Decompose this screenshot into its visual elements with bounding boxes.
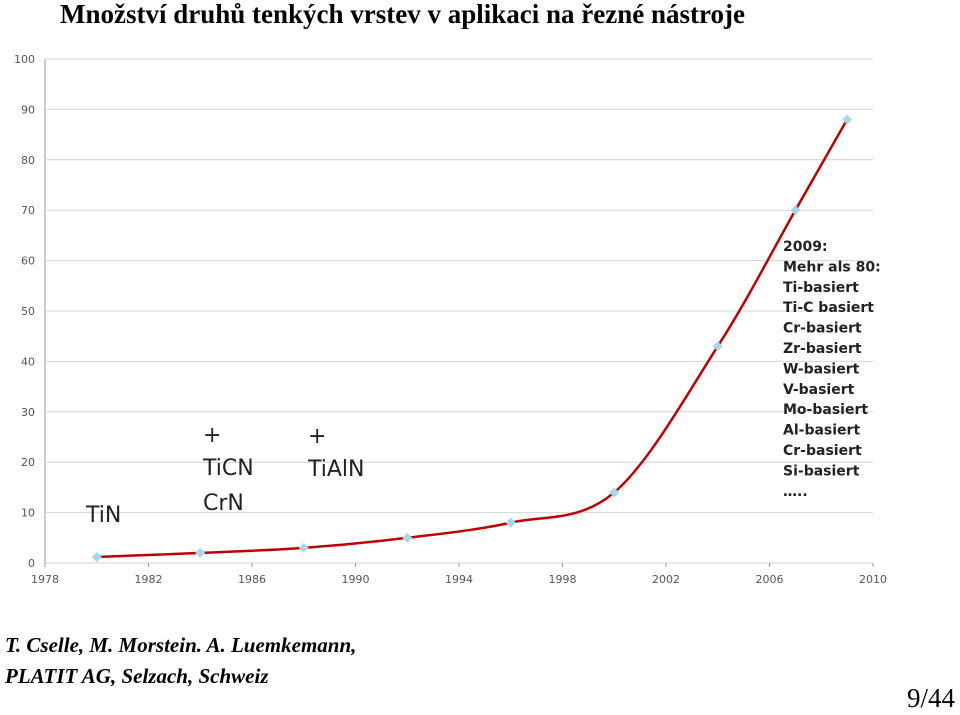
note-line: Cr-basiert (783, 443, 862, 459)
x-tick-label: 1978 (31, 573, 59, 586)
annotation: + (308, 424, 326, 449)
y-tick-label: 90 (21, 103, 35, 116)
annotation: CrN (203, 491, 244, 516)
chart-title: Množství druhů tenkých vrstev v aplikaci… (60, 0, 745, 29)
x-tick-label: 1986 (238, 573, 266, 586)
x-tick-label: 1994 (445, 573, 473, 586)
y-tick-label: 30 (21, 406, 35, 419)
annotation: TiCN (202, 456, 254, 481)
annotation: + (203, 423, 221, 448)
x-tick-label: 1990 (342, 573, 370, 586)
x-tick-label: 2002 (652, 573, 680, 586)
annotation: TiAlN (307, 457, 365, 482)
y-tick-label: 40 (21, 355, 35, 368)
marker (842, 114, 853, 125)
x-tick-label: 1998 (549, 573, 577, 586)
marker (505, 517, 516, 528)
note-line: Cr-basiert (783, 321, 862, 337)
note-line: Mehr als 80: (783, 259, 881, 275)
note-line: Ti-basiert (783, 280, 859, 296)
y-tick-label: 10 (21, 507, 35, 520)
x-tick-label: 2006 (756, 573, 784, 586)
series-line (96, 118, 849, 559)
marker (195, 547, 206, 558)
note-line: Al-basiert (783, 423, 860, 439)
y-tick-label: 60 (21, 255, 35, 268)
note-line: Mo-basiert (783, 402, 868, 418)
note-line: Si-basiert (783, 463, 860, 479)
note-line: W-basiert (783, 361, 860, 377)
note-line: V-basiert (783, 382, 855, 398)
note-line: 2009: (783, 239, 828, 255)
x-tick-label: 2010 (859, 573, 887, 586)
marker (712, 341, 723, 352)
y-tick-label: 100 (14, 53, 35, 66)
annotation: TiN (85, 503, 121, 528)
marker (790, 205, 801, 216)
citation: PLATIT AG, Selzach, Schweiz (4, 664, 269, 688)
marker (609, 487, 620, 498)
marker (402, 532, 413, 543)
y-tick-label: 0 (28, 557, 35, 570)
citation: T. Cselle, M. Morstein. A. Luemkemann, (5, 633, 356, 657)
marker (298, 542, 309, 553)
y-tick-label: 20 (21, 456, 35, 469)
note-line: Ti-C basiert (783, 300, 874, 316)
x-tick-label: 1982 (135, 573, 163, 586)
note-line: Zr-basiert (783, 341, 862, 357)
y-tick-label: 70 (21, 204, 35, 217)
page-number: 9/44 (907, 683, 956, 713)
y-tick-label: 80 (21, 154, 35, 167)
y-tick-label: 50 (21, 305, 35, 318)
marker (91, 551, 102, 562)
note-line: ….. (783, 484, 808, 500)
